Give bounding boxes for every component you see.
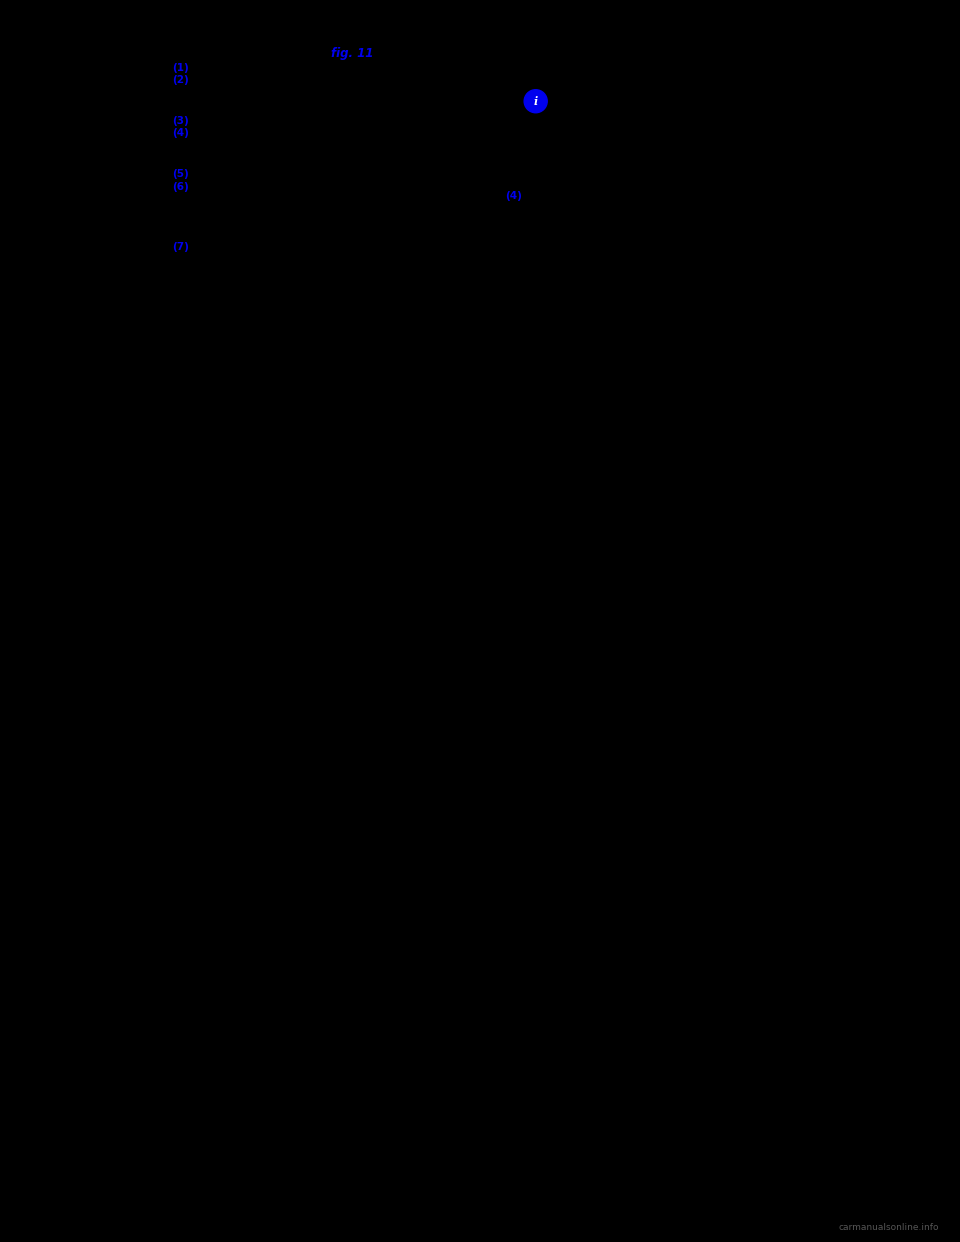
Text: (5): (5) [172,169,189,180]
Text: (6): (6) [172,181,189,191]
Text: i: i [534,96,538,107]
Text: carmanualsonline.info: carmanualsonline.info [838,1223,939,1232]
Text: (2): (2) [172,75,189,84]
Ellipse shape [524,89,547,113]
Text: (1): (1) [172,62,189,72]
Text: (7): (7) [172,241,189,251]
Text: fig. 11: fig. 11 [331,47,373,61]
Text: (4): (4) [172,128,189,138]
Text: (3): (3) [172,116,189,127]
Text: (4): (4) [505,190,522,201]
